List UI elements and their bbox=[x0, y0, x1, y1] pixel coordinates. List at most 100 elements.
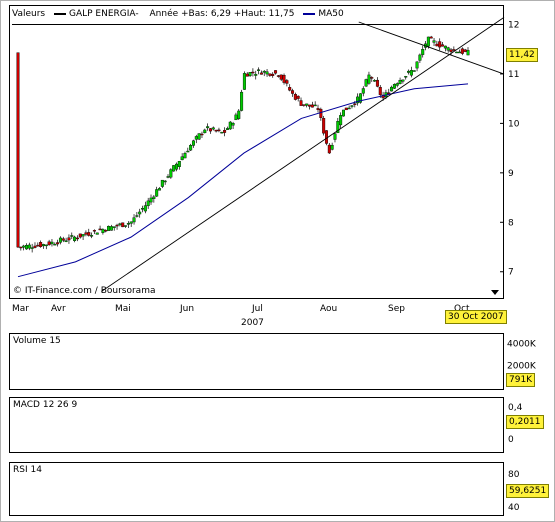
candle-body bbox=[302, 104, 306, 106]
candle-body bbox=[22, 245, 26, 248]
candle-body bbox=[463, 49, 467, 52]
candle-body bbox=[225, 128, 229, 130]
candle-body bbox=[194, 136, 198, 140]
candle-body bbox=[347, 107, 351, 110]
candle-body bbox=[84, 232, 88, 235]
volume-y-tick: 4000K bbox=[507, 339, 537, 349]
candle-body bbox=[242, 73, 246, 90]
candle-body bbox=[358, 93, 362, 103]
candle-body bbox=[166, 176, 170, 178]
volume-y-tick: 2000K bbox=[507, 362, 537, 372]
candle-body bbox=[404, 76, 408, 78]
x-axis-year-label: 2007 bbox=[241, 318, 264, 328]
candle-body bbox=[387, 92, 391, 94]
candle-body bbox=[305, 103, 309, 106]
candle-body bbox=[177, 160, 181, 167]
candle-body bbox=[30, 247, 34, 249]
candle-body bbox=[438, 41, 442, 48]
candle-body bbox=[19, 246, 23, 249]
legend-ma-swatch bbox=[303, 12, 316, 15]
candle-body bbox=[308, 104, 312, 107]
candle-body bbox=[33, 245, 37, 248]
date-badge: 30 Oct 2007 bbox=[445, 310, 507, 324]
candle-body bbox=[407, 70, 411, 73]
candle-body bbox=[364, 79, 368, 87]
candle-body bbox=[56, 242, 60, 245]
candle-body bbox=[344, 107, 348, 111]
candle-body bbox=[107, 225, 111, 231]
x-axis-month-label: Jun bbox=[180, 304, 195, 314]
price-y-tick: 8 bbox=[508, 218, 514, 228]
trendline bbox=[101, 17, 505, 292]
scroll-down-marker bbox=[491, 290, 499, 295]
candle-body bbox=[443, 45, 447, 49]
candle-body bbox=[228, 121, 232, 130]
candle-body bbox=[460, 48, 464, 54]
candle-body bbox=[282, 75, 286, 83]
rsi-last-badge: 59,6251 bbox=[506, 484, 550, 498]
candle-body bbox=[455, 51, 459, 54]
candle-body bbox=[339, 115, 343, 126]
macd-y-tick: 0,4 bbox=[508, 403, 523, 413]
candle-body bbox=[322, 117, 326, 134]
candle-body bbox=[163, 180, 167, 183]
candle-body bbox=[274, 70, 278, 74]
candle-body bbox=[429, 36, 433, 39]
candle-body bbox=[78, 233, 82, 238]
candle-body bbox=[254, 73, 258, 76]
candle-body bbox=[441, 44, 445, 47]
candle-body bbox=[160, 179, 164, 187]
candle-body bbox=[169, 169, 173, 178]
candle-body bbox=[58, 237, 62, 243]
candle-body bbox=[75, 237, 79, 240]
candle-body bbox=[370, 77, 374, 79]
x-axis-month-label: Mai bbox=[115, 304, 131, 314]
candle-body bbox=[138, 211, 142, 215]
candle-body bbox=[361, 88, 365, 94]
candle-body bbox=[412, 70, 416, 72]
candle-body bbox=[373, 80, 377, 82]
candle-body bbox=[310, 104, 314, 108]
candle-body bbox=[92, 230, 96, 232]
legend-stats: Année +Bas: 6,29 +Haut: 11,75 bbox=[149, 9, 295, 19]
candle-body bbox=[208, 128, 212, 132]
candle-body bbox=[141, 208, 145, 210]
candle-body bbox=[47, 241, 51, 246]
candle-body bbox=[143, 205, 147, 212]
candle-body bbox=[409, 70, 413, 76]
legend-instrument: GALP ENERGIA- bbox=[68, 9, 139, 19]
candle-body bbox=[95, 232, 99, 235]
x-axis-month-label: Aou bbox=[320, 304, 338, 314]
candle-body bbox=[268, 73, 272, 76]
price-y-tick: 11 bbox=[508, 70, 519, 80]
macd-title: MACD 12 26 9 bbox=[13, 400, 78, 410]
candle-body bbox=[200, 133, 204, 136]
candle-body bbox=[327, 144, 331, 154]
rsi-y-tick: 80 bbox=[508, 470, 520, 480]
candle-body bbox=[401, 79, 405, 82]
ma50-line bbox=[17, 83, 469, 278]
rsi-panel bbox=[9, 462, 504, 516]
candle-body bbox=[279, 74, 283, 80]
candle-body bbox=[124, 225, 128, 227]
candle-body bbox=[313, 104, 317, 107]
price-y-tick: 12 bbox=[508, 20, 519, 30]
candle-body bbox=[203, 129, 207, 134]
x-axis-month-label: Sep bbox=[388, 304, 405, 314]
candle-body bbox=[115, 224, 119, 227]
candle-body bbox=[392, 84, 396, 89]
trendline bbox=[358, 21, 505, 75]
candle-body bbox=[245, 73, 249, 77]
candle-body bbox=[183, 152, 187, 159]
candle-body bbox=[341, 109, 345, 117]
candle-body bbox=[234, 114, 238, 121]
candle-body bbox=[61, 238, 65, 241]
candle-body bbox=[231, 123, 235, 126]
candle-body bbox=[172, 165, 176, 172]
candle-body bbox=[223, 130, 227, 133]
candle-body bbox=[262, 70, 266, 73]
candle-body bbox=[44, 244, 48, 247]
candle-body bbox=[41, 244, 45, 247]
candle-body bbox=[395, 83, 399, 86]
candle-body bbox=[132, 217, 136, 223]
